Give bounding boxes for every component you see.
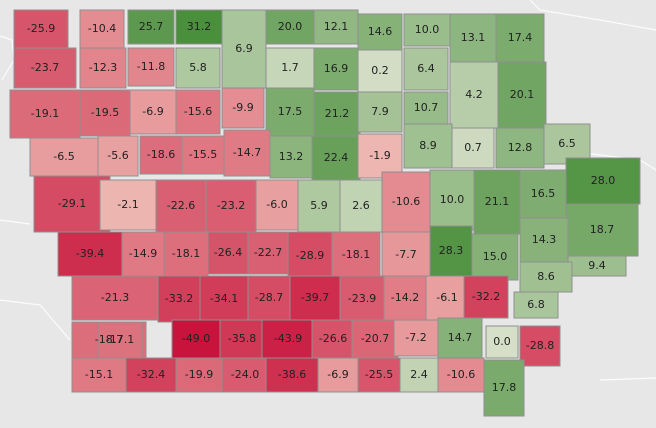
county-region[interactable] xyxy=(449,61,499,129)
counties-layer xyxy=(9,9,641,417)
county-region[interactable] xyxy=(497,61,547,129)
county-region[interactable] xyxy=(33,175,111,233)
county-region[interactable] xyxy=(311,319,355,359)
county-region[interactable] xyxy=(221,9,267,89)
county-region[interactable] xyxy=(71,275,159,321)
county-region[interactable] xyxy=(265,47,315,89)
county-region[interactable] xyxy=(57,231,123,277)
county-region[interactable] xyxy=(485,325,519,359)
county-region[interactable] xyxy=(495,13,545,63)
county-region[interactable] xyxy=(139,135,183,175)
county-region[interactable] xyxy=(265,357,319,393)
county-region[interactable] xyxy=(205,179,257,233)
county-region[interactable] xyxy=(199,275,249,323)
county-region[interactable] xyxy=(357,91,403,133)
county-region[interactable] xyxy=(261,319,315,359)
county-region[interactable] xyxy=(223,129,271,177)
county-region[interactable] xyxy=(219,319,265,359)
county-region[interactable] xyxy=(247,231,289,275)
county-region[interactable] xyxy=(437,357,485,393)
county-region[interactable] xyxy=(399,357,439,393)
county-region[interactable] xyxy=(175,47,221,89)
county-region[interactable] xyxy=(13,47,77,89)
county-region[interactable] xyxy=(79,89,131,137)
county-region[interactable] xyxy=(269,135,313,179)
county-region[interactable] xyxy=(175,89,221,135)
county-region[interactable] xyxy=(247,275,291,321)
county-region[interactable] xyxy=(125,357,177,393)
county-region[interactable] xyxy=(97,135,139,177)
county-region[interactable] xyxy=(175,9,223,45)
county-region[interactable] xyxy=(207,231,249,275)
county-region[interactable] xyxy=(313,91,361,137)
county-region[interactable] xyxy=(403,123,453,169)
county-region[interactable] xyxy=(79,47,127,89)
county-region[interactable] xyxy=(429,169,475,231)
county-region[interactable] xyxy=(339,179,383,233)
county-region[interactable] xyxy=(425,275,469,321)
county-region[interactable] xyxy=(463,275,509,319)
county-region[interactable] xyxy=(313,9,359,45)
county-region[interactable] xyxy=(429,225,473,277)
county-region[interactable] xyxy=(175,357,223,393)
county-region[interactable] xyxy=(221,357,269,393)
county-region[interactable] xyxy=(9,89,81,139)
county-region[interactable] xyxy=(331,231,381,279)
county-region[interactable] xyxy=(449,13,497,63)
county-region[interactable] xyxy=(221,87,265,129)
county-region[interactable] xyxy=(265,87,315,137)
county-region[interactable] xyxy=(351,319,399,359)
county-region[interactable] xyxy=(99,179,157,231)
county-region[interactable] xyxy=(339,275,385,323)
county-region[interactable] xyxy=(519,169,567,219)
county-region[interactable] xyxy=(163,231,209,277)
county-region[interactable] xyxy=(403,91,449,125)
county-region[interactable] xyxy=(181,135,225,175)
county-region[interactable] xyxy=(403,13,451,47)
county-region[interactable] xyxy=(473,169,521,235)
county-region[interactable] xyxy=(565,203,639,257)
county-region[interactable] xyxy=(297,179,341,233)
county-region[interactable] xyxy=(289,275,341,321)
county-region[interactable] xyxy=(357,357,401,393)
county-region[interactable] xyxy=(317,357,359,393)
county-region[interactable] xyxy=(519,217,569,263)
county-region[interactable] xyxy=(513,291,559,319)
county-region[interactable] xyxy=(451,127,495,169)
county-region[interactable] xyxy=(393,319,439,357)
county-region[interactable] xyxy=(437,317,483,359)
county-region[interactable] xyxy=(97,321,143,359)
county-region[interactable] xyxy=(171,319,221,359)
county-region[interactable] xyxy=(383,275,427,321)
county-region[interactable] xyxy=(313,47,359,91)
county-region[interactable] xyxy=(495,127,545,169)
county-region[interactable] xyxy=(29,137,99,177)
county-region[interactable] xyxy=(381,231,431,279)
county-region[interactable] xyxy=(381,171,431,233)
county-region[interactable] xyxy=(255,179,299,231)
county-region[interactable] xyxy=(357,49,403,93)
county-region[interactable] xyxy=(567,255,627,277)
county-region[interactable] xyxy=(129,89,177,135)
county-region[interactable] xyxy=(357,133,403,179)
county-region[interactable] xyxy=(127,47,175,87)
county-region[interactable] xyxy=(71,357,127,393)
county-region[interactable] xyxy=(483,359,525,417)
county-region[interactable] xyxy=(121,231,165,277)
county-region[interactable] xyxy=(519,325,561,367)
county-region[interactable] xyxy=(157,275,201,323)
county-region[interactable] xyxy=(311,135,361,181)
county-region[interactable] xyxy=(265,9,315,45)
county-region[interactable] xyxy=(357,13,403,51)
county-region[interactable] xyxy=(519,261,573,293)
county-region[interactable] xyxy=(13,9,69,49)
county-region[interactable] xyxy=(79,9,125,49)
county-region[interactable] xyxy=(403,47,449,91)
county-region[interactable] xyxy=(565,157,641,205)
county-region[interactable] xyxy=(287,231,333,281)
county-region[interactable] xyxy=(127,9,175,45)
county-region[interactable] xyxy=(155,179,207,233)
county-region[interactable] xyxy=(471,233,519,281)
